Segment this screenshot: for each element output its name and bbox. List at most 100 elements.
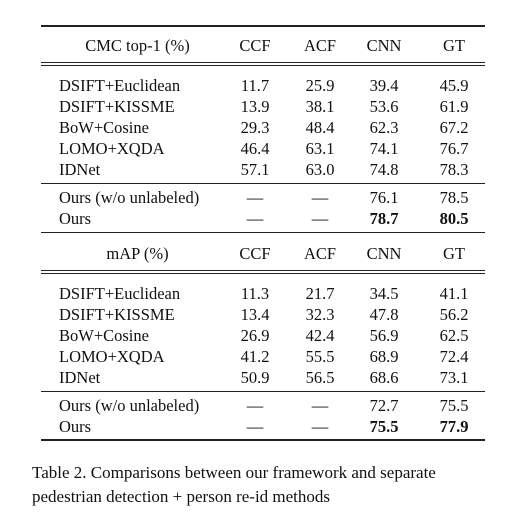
column-header: GT (443, 36, 465, 55)
table-cell: 63.1 (305, 139, 335, 158)
table-row: IDNet 50.9 56.5 68.6 73.1 (0, 367, 508, 389)
bottom-rule (41, 439, 485, 441)
table-cell: 78.7 (369, 209, 399, 228)
group-divider-rule (41, 391, 485, 392)
table-cell: 75.5 (369, 417, 399, 436)
table-cell: — (311, 396, 329, 415)
table-cell: 21.7 (305, 284, 335, 303)
column-header: CNN (366, 244, 402, 263)
caption-line: pedestrian detection + person re-id meth… (32, 487, 331, 506)
method-name: BoW+Cosine (59, 326, 149, 345)
table-row: LOMO+XQDA 46.4 63.1 74.1 76.7 (0, 138, 508, 160)
table-cell: 42.4 (305, 326, 335, 345)
table-header-row: CMC top-1 (%) CCF ACF CNN GT (0, 35, 508, 57)
top-rule (41, 25, 485, 27)
table-cell: 48.4 (305, 118, 335, 137)
table-cell: 57.1 (240, 160, 270, 179)
table-cell: 78.5 (439, 188, 469, 207)
table-cell: 74.8 (369, 160, 399, 179)
table-cell: 32.3 (305, 305, 335, 324)
method-name: LOMO+XQDA (59, 347, 165, 366)
table-cell: — (246, 188, 264, 207)
table-cell: 38.1 (305, 97, 335, 116)
table-cell: 56.9 (369, 326, 399, 345)
table-cell: 50.9 (240, 368, 270, 387)
table-cell: 72.4 (439, 347, 469, 366)
method-name: BoW+Cosine (59, 118, 149, 137)
table-row: DSIFT+Euclidean 11.7 25.9 39.4 45.9 (0, 75, 508, 97)
table-cell: 11.7 (240, 76, 270, 95)
table-cell: 56.5 (305, 368, 335, 387)
method-name: Ours (59, 209, 92, 228)
table-cell: 46.4 (240, 139, 270, 158)
method-name: DSIFT+KISSME (59, 305, 175, 324)
table-cell: 34.5 (369, 284, 399, 303)
table-row: BoW+Cosine 26.9 42.4 56.9 62.5 (0, 325, 508, 347)
table-cell: 75.5 (439, 396, 469, 415)
table-cell: 74.1 (369, 139, 399, 158)
table-cell: 41.2 (240, 347, 270, 366)
table-cell: 68.6 (369, 368, 399, 387)
table-cell: — (246, 209, 264, 228)
table-cell: 11.3 (240, 284, 270, 303)
table-cell: 13.4 (240, 305, 270, 324)
table-cell: — (311, 209, 329, 228)
method-name: IDNet (59, 368, 101, 387)
caption-line: Table 2. Comparisons between our framewo… (32, 463, 436, 482)
table-row: DSIFT+Euclidean 11.3 21.7 34.5 41.1 (0, 283, 508, 305)
table-cell: 67.2 (439, 118, 469, 137)
table-cell: 47.8 (369, 305, 399, 324)
group-divider-rule (41, 183, 485, 184)
table-cell: 78.3 (439, 160, 469, 179)
table-cell: 41.1 (439, 284, 469, 303)
table-cell: 13.9 (240, 97, 270, 116)
table-cell: 72.7 (369, 396, 399, 415)
table-header-row: mAP (%) CCF ACF CNN GT (0, 243, 508, 265)
table-cell: 61.9 (439, 97, 469, 116)
table-cell: 25.9 (305, 76, 335, 95)
method-name: DSIFT+Euclidean (59, 76, 181, 95)
table-cell: — (311, 188, 329, 207)
table-cell: 76.1 (369, 188, 399, 207)
column-header: ACF (303, 36, 337, 55)
header-rule-lower (41, 65, 485, 66)
header-rule-lower (41, 273, 485, 274)
table-cell: 77.9 (439, 417, 469, 436)
table-cell: — (311, 417, 329, 436)
table-cell: 53.6 (369, 97, 399, 116)
column-header: CCF (239, 36, 271, 55)
table-cell: 29.3 (240, 118, 270, 137)
table-cell: — (246, 417, 264, 436)
method-name: Ours (w/o unlabeled) (59, 188, 200, 207)
table-cell: 63.0 (305, 160, 335, 179)
table-cell: 55.5 (305, 347, 335, 366)
table-row: DSIFT+KISSME 13.4 32.3 47.8 56.2 (0, 304, 508, 326)
table-cell: 45.9 (439, 76, 469, 95)
column-header: CCF (239, 244, 271, 263)
table-row: IDNet 57.1 63.0 74.8 78.3 (0, 159, 508, 181)
column-header: CNN (366, 36, 402, 55)
metric-header: mAP (%) (106, 244, 169, 263)
method-name: Ours (59, 417, 92, 436)
section-divider-rule (41, 232, 485, 233)
table-caption: Table 2. Comparisons between our framewo… (32, 461, 502, 509)
method-name: DSIFT+KISSME (59, 97, 175, 116)
table-row: Ours — — 78.7 80.5 (0, 208, 508, 230)
table-cell: 62.5 (439, 326, 469, 345)
table-row: Ours — — 75.5 77.9 (0, 416, 508, 438)
table-cell: 39.4 (369, 76, 399, 95)
header-rule-upper (41, 62, 485, 63)
table-cell: — (246, 396, 264, 415)
method-name: Ours (w/o unlabeled) (59, 396, 200, 415)
column-header: ACF (303, 244, 337, 263)
table-row: DSIFT+KISSME 13.9 38.1 53.6 61.9 (0, 96, 508, 118)
method-name: DSIFT+Euclidean (59, 284, 181, 303)
header-rule-upper (41, 270, 485, 271)
table-row: LOMO+XQDA 41.2 55.5 68.9 72.4 (0, 346, 508, 368)
table-row: Ours (w/o unlabeled) — — 76.1 78.5 (0, 187, 508, 209)
table-row: Ours (w/o unlabeled) — — 72.7 75.5 (0, 395, 508, 417)
table-cell: 56.2 (439, 305, 469, 324)
metric-header: CMC top-1 (%) (85, 36, 190, 55)
table-row: BoW+Cosine 29.3 48.4 62.3 67.2 (0, 117, 508, 139)
